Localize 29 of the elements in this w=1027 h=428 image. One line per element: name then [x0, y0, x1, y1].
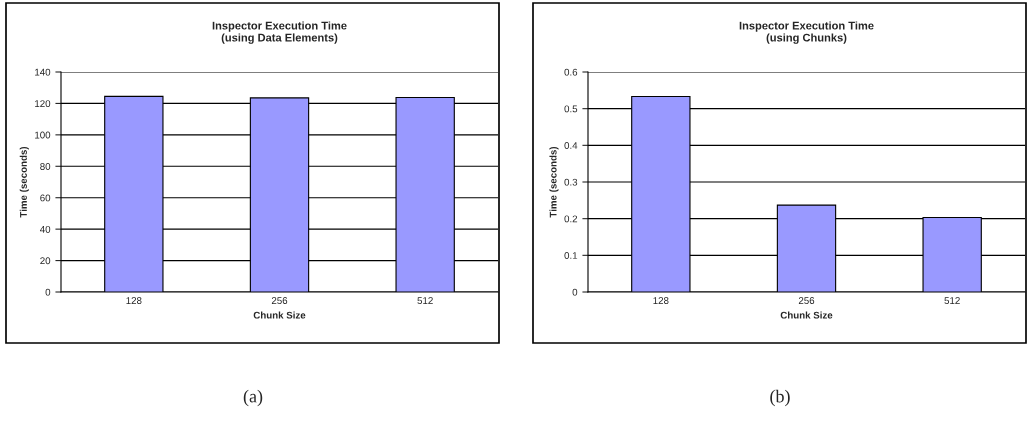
y-tick-label: 20	[40, 257, 51, 265]
y-tick-label: 100	[35, 131, 51, 139]
y-axis-title: Time (seconds)	[19, 146, 29, 218]
y-tick-label: 0.6	[564, 68, 578, 76]
x-tick-label: 512	[417, 297, 433, 304]
y-tick-label: 60	[40, 194, 51, 202]
y-tick-label: 0	[572, 288, 578, 296]
x-tick-label: 512	[944, 297, 960, 304]
y-tick-label: 80	[40, 163, 51, 170]
text: (a)	[243, 389, 263, 407]
y-tick-label: 0	[45, 288, 51, 296]
chart-title: Inspector Execution Time (using Data Elements)	[212, 21, 347, 44]
x-tick-label: 256	[271, 297, 288, 304]
x-axis-title: Chunk Size	[253, 311, 306, 319]
x-tick-label: 128	[653, 297, 669, 304]
y-tick-label: 140	[35, 68, 51, 76]
y-tick-label: 120	[35, 100, 51, 108]
y-axis-title: Time (seconds)	[549, 146, 559, 218]
y-tick-label: 0.5	[564, 105, 578, 113]
text: (b)	[770, 389, 790, 407]
y-tick-label: 40	[39, 225, 51, 233]
x-axis-title: Chunk Size	[780, 311, 833, 319]
y-tick-label: 0.1	[564, 252, 578, 259]
y-tick-label: 0.2	[564, 215, 578, 223]
x-tick-label: 256	[798, 297, 815, 304]
y-tick-label: 0.3	[564, 178, 578, 186]
x-tick-label: 128	[126, 297, 142, 304]
chart-title: Inspector Execution Time (using Chunks)	[739, 21, 874, 44]
y-tick-label: 0.4	[564, 142, 578, 149]
